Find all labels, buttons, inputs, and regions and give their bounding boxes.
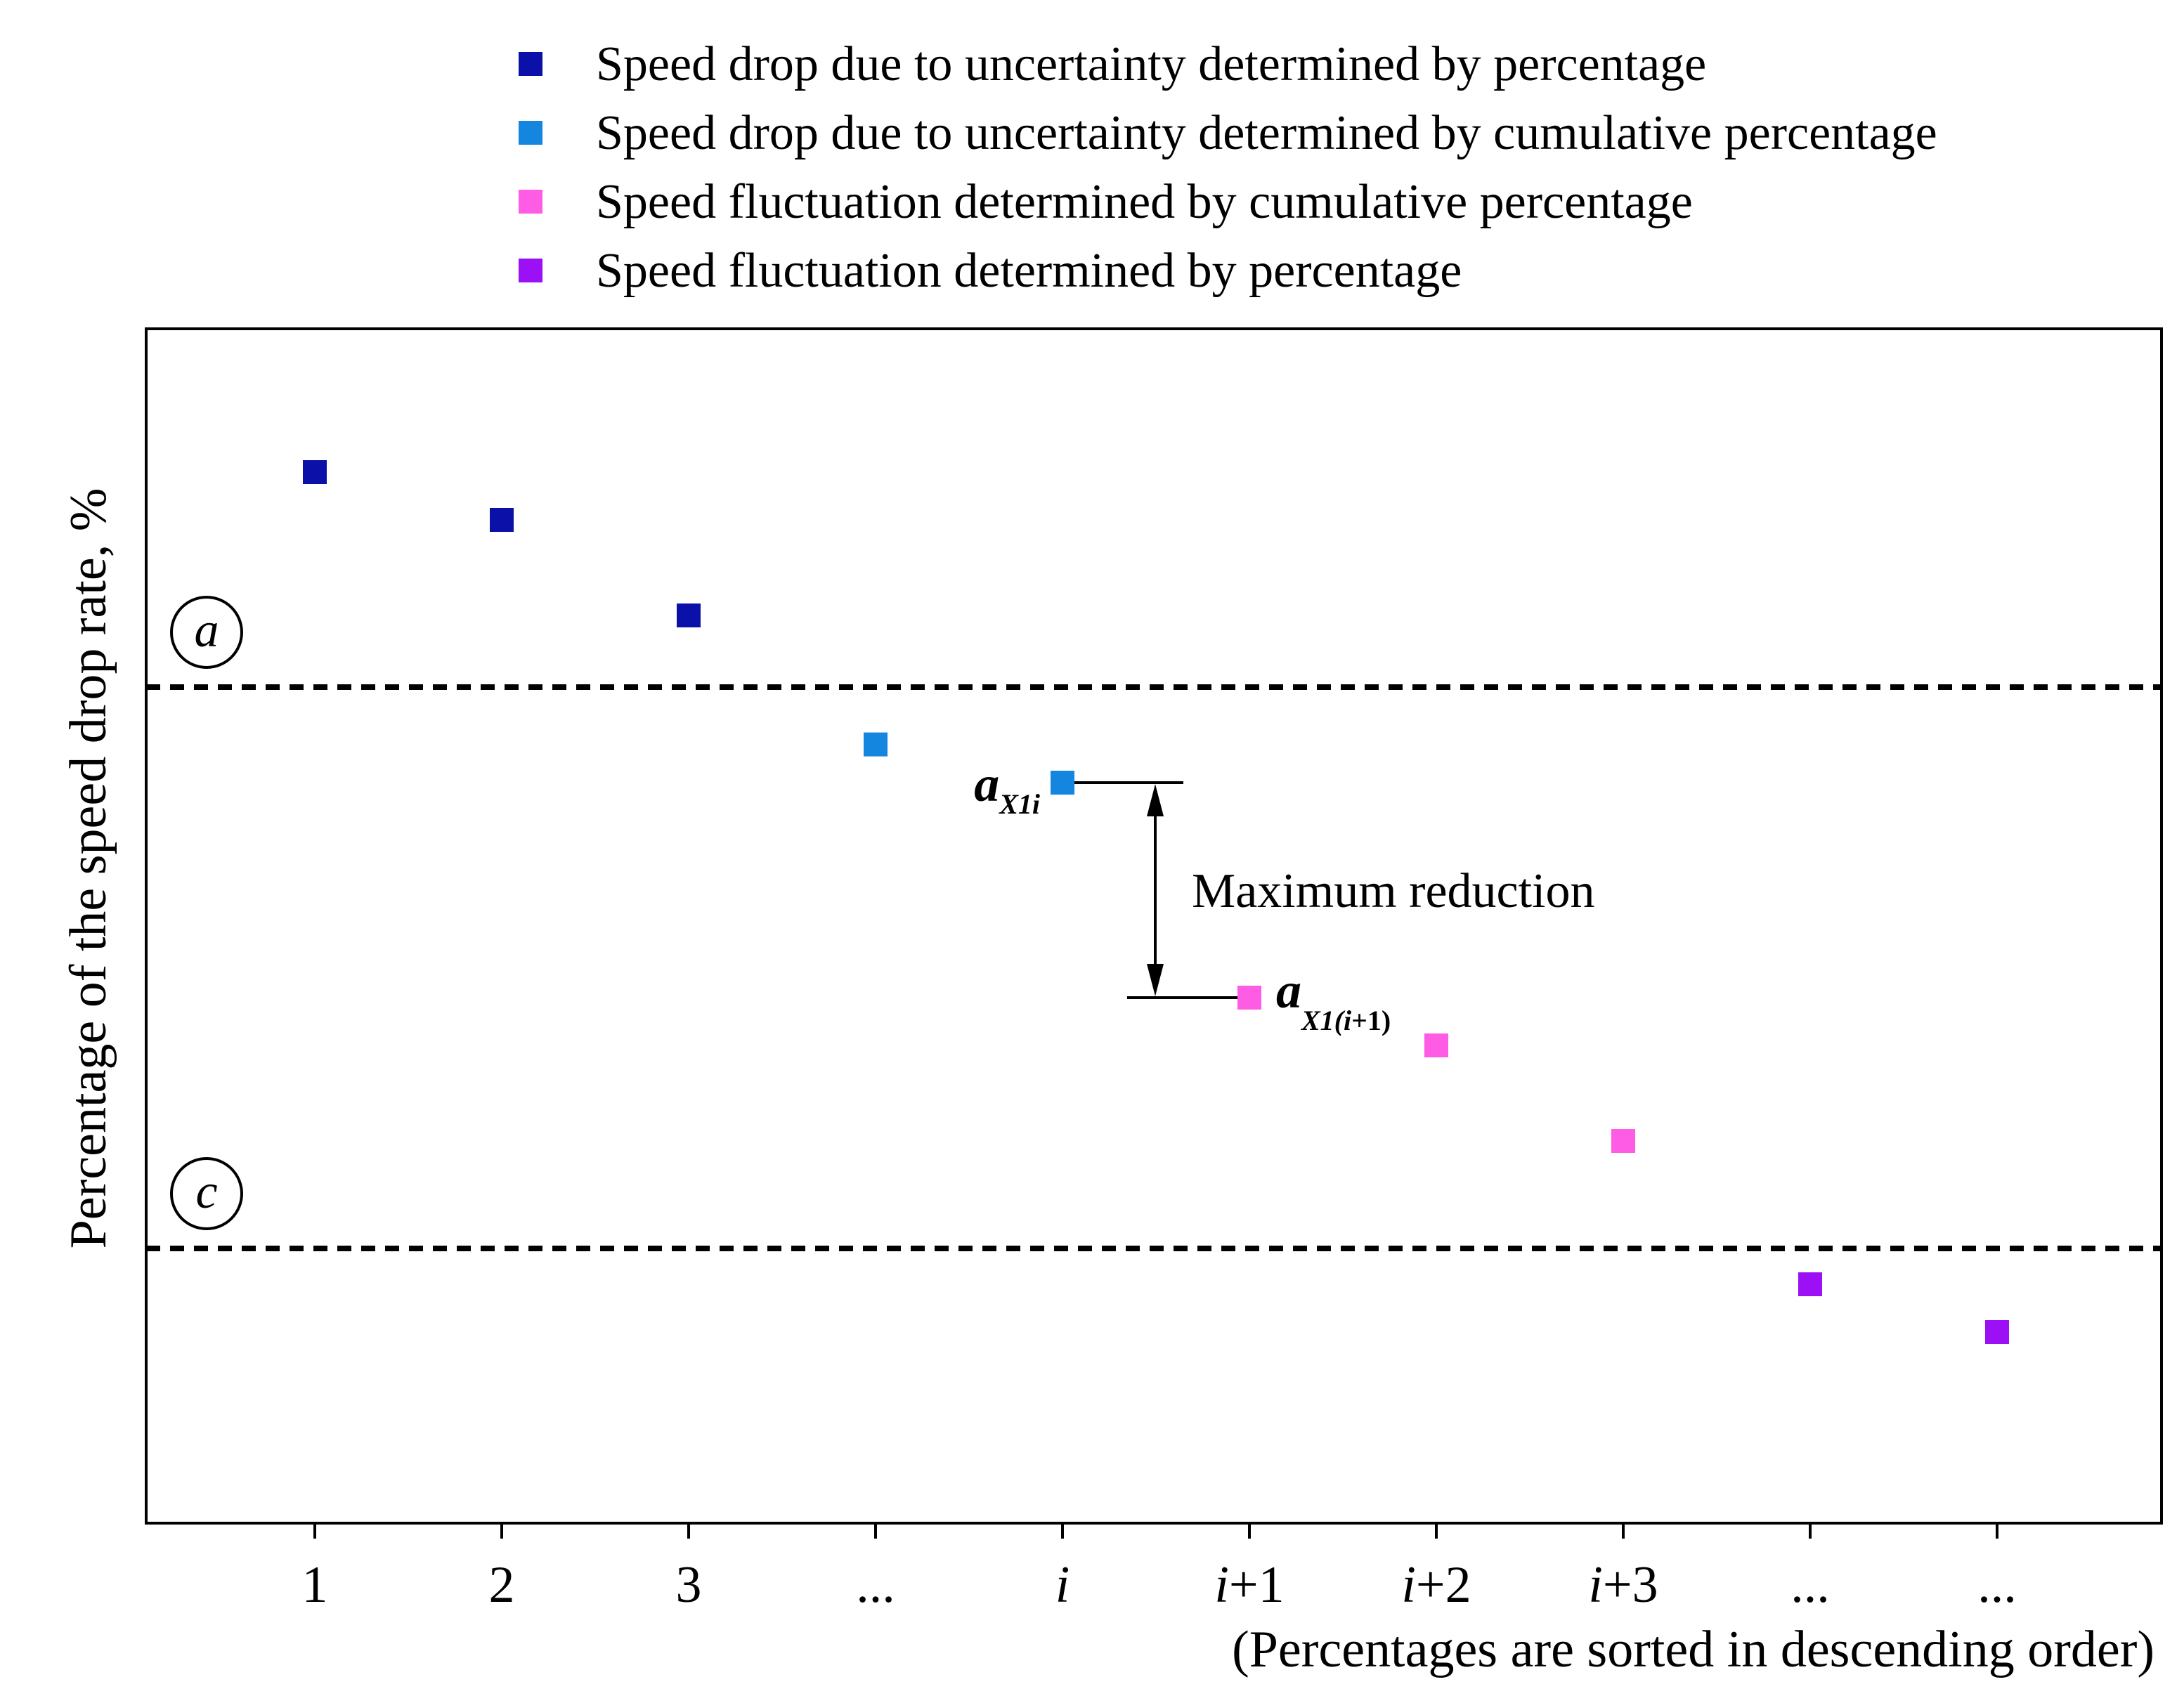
data-point-speed-fluctuation-determined-by-cumulative-percentage-6 xyxy=(1237,986,1261,1010)
data-points xyxy=(303,460,2009,1344)
annotation-arrow-head-down xyxy=(1147,964,1164,996)
maximum-reduction-annotation: Maximum reduction aX1i aX1(i+1) xyxy=(974,756,1594,1036)
x-tick-label-1: 1 xyxy=(302,1556,328,1614)
x-tick-label-5: i xyxy=(1055,1556,1070,1614)
legend-marker-speed-fluctuation-determined-by-cumulative-percentage xyxy=(519,190,542,214)
x-tick-label-9: ... xyxy=(1790,1556,1830,1614)
x-tick-label-6: i+1 xyxy=(1214,1556,1284,1614)
x-tick-label-2: 2 xyxy=(489,1556,515,1614)
annotation-arrow-head-up xyxy=(1147,784,1164,816)
x-tick-label-4: ... xyxy=(856,1556,895,1614)
data-point-speed-drop-due-to-uncertainty-determined-by-cumulative-percentage-4 xyxy=(864,732,888,757)
data-point-speed-fluctuation-determined-by-percentage-10 xyxy=(1985,1320,2009,1344)
y-axis-label: Percentage of the speed drop rate, % xyxy=(60,488,117,1249)
annotation-upper-label: aX1i xyxy=(974,756,1040,820)
legend-marker-speed-drop-due-to-uncertainty-determined-by-cumulative-percentage xyxy=(519,121,542,145)
x-tick-label-10: ... xyxy=(1977,1556,2017,1614)
data-point-speed-drop-due-to-uncertainty-determined-by-percentage-2 xyxy=(490,508,514,532)
x-axis-label: (Percentages are sorted in descending or… xyxy=(1232,1621,2154,1678)
plot-frame xyxy=(145,327,2163,1525)
legend-label-speed-drop-due-to-uncertainty-determined-by-percentage: Speed drop due to uncertainty determined… xyxy=(596,37,1706,91)
threshold-lines: ac xyxy=(146,596,2162,1251)
data-point-speed-fluctuation-determined-by-percentage-9 xyxy=(1798,1272,1822,1296)
legend-marker-speed-fluctuation-determined-by-percentage xyxy=(519,259,542,282)
x-tick-label-3: 3 xyxy=(676,1556,702,1614)
threshold-label-c: c xyxy=(195,1165,217,1219)
legend-marker-speed-drop-due-to-uncertainty-determined-by-percentage xyxy=(519,52,542,76)
threshold-circle-a xyxy=(170,596,243,669)
data-point-speed-fluctuation-determined-by-cumulative-percentage-8 xyxy=(1611,1129,1635,1153)
x-tick-label-8: i+3 xyxy=(1588,1556,1658,1614)
legend-label-speed-fluctuation-determined-by-cumulative-percentage: Speed fluctuation determined by cumulati… xyxy=(596,175,1693,229)
data-point-speed-drop-due-to-uncertainty-determined-by-percentage-3 xyxy=(677,603,701,627)
x-axis: 1 2 3... i i+1 i+2 i+3...... xyxy=(302,1523,2017,1614)
data-point-speed-fluctuation-determined-by-cumulative-percentage-7 xyxy=(1424,1033,1448,1057)
threshold-circle-c xyxy=(170,1157,243,1230)
legend-label-speed-drop-due-to-uncertainty-determined-by-cumulative-percentage: Speed drop due to uncertainty determined… xyxy=(596,106,1937,160)
legend: Speed drop due to uncertainty determined… xyxy=(519,37,1937,298)
annotation-lower-label: aX1(i+1) xyxy=(1276,963,1391,1036)
data-point-speed-drop-due-to-uncertainty-determined-by-cumulative-percentage-5 xyxy=(1051,771,1074,795)
annotation-text: Maximum reduction xyxy=(1192,864,1595,918)
data-point-speed-drop-due-to-uncertainty-determined-by-percentage-1 xyxy=(303,460,327,484)
x-tick-label-7: i+2 xyxy=(1401,1556,1471,1614)
threshold-label-a: a xyxy=(195,603,219,658)
legend-label-speed-fluctuation-determined-by-percentage: Speed fluctuation determined by percenta… xyxy=(596,244,1462,298)
